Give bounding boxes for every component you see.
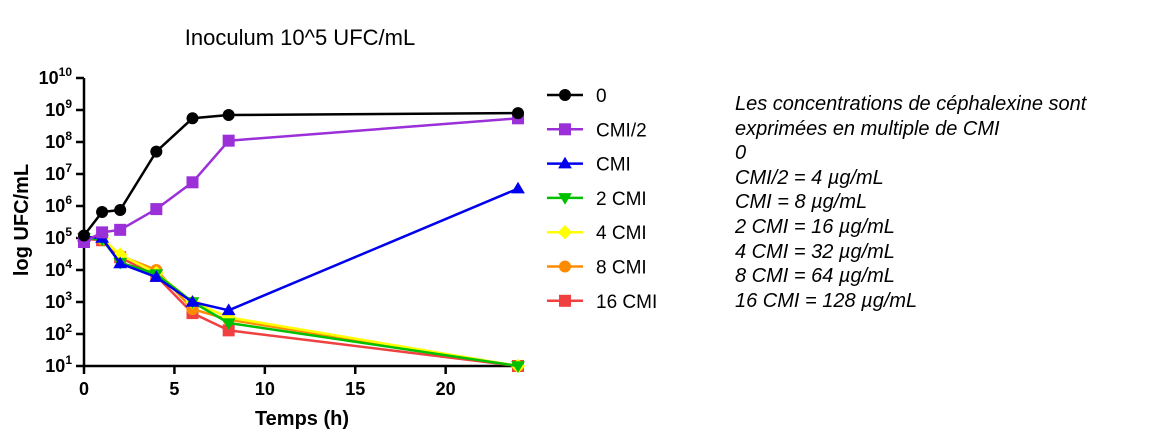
x-tick-label: 0 — [79, 379, 89, 399]
series-line — [83, 235, 519, 368]
note-line: 4 CMI = 32 µg/mL — [735, 240, 895, 263]
legend-item: 0 — [547, 86, 607, 107]
chart-title: Inoculum 10^5 UFC/mL — [185, 25, 415, 50]
legend-label: CMI — [596, 155, 631, 176]
note-line: CMI = 8 µg/mL — [735, 191, 868, 214]
series-layer — [76, 107, 526, 374]
series-16-cmi — [78, 232, 524, 372]
note-line: Les concentrations de céphalexine sont — [735, 93, 1087, 115]
y-tick-label: 104 — [45, 257, 72, 280]
data-point — [221, 303, 236, 316]
x-tick-label: 15 — [345, 379, 365, 399]
data-point — [186, 176, 199, 189]
note-line: exprimées en multiple de CMI — [735, 117, 1000, 140]
note-line: 16 CMI = 128 µg/mL — [735, 289, 918, 312]
legend-label: 4 CMI — [596, 223, 647, 244]
legend-label: 16 CMI — [596, 292, 657, 313]
x-tick-label: 20 — [436, 379, 456, 399]
y-tick-label: 108 — [45, 129, 72, 152]
data-point — [150, 203, 163, 216]
note-line: 0 — [735, 142, 747, 165]
legend-item: 16 CMI — [547, 292, 657, 313]
legend-marker — [558, 156, 572, 169]
legend-marker — [559, 123, 571, 136]
data-point — [114, 203, 127, 216]
data-point — [113, 256, 128, 269]
data-point — [511, 361, 525, 373]
data-point — [222, 324, 235, 337]
series-line — [83, 236, 519, 368]
data-point — [150, 145, 163, 158]
legend-label: 2 CMI — [596, 189, 647, 210]
series-2-cmi — [77, 233, 525, 373]
y-axis-label: log UFC/mL — [11, 164, 33, 276]
note-line: 8 CMI = 64 µg/mL — [735, 265, 895, 288]
legend-item: 4 CMI — [547, 223, 647, 244]
y-tick-label: 1010 — [39, 65, 73, 88]
y-tick-label: 105 — [45, 225, 72, 248]
series-cmi-2 — [78, 112, 524, 248]
legend-item: CMI/2 — [547, 120, 647, 141]
x-axis-label: Temps (h) — [255, 408, 349, 430]
legend-label: 8 CMI — [596, 258, 647, 279]
x-tick-label: 5 — [169, 379, 179, 399]
concentration-notes: Les concentrations de céphalexine sont e… — [735, 92, 1086, 313]
legend-marker — [557, 225, 573, 240]
y-tick-label: 107 — [45, 161, 72, 184]
legend-marker — [558, 193, 572, 205]
data-point — [222, 134, 235, 147]
legend-item: CMI — [547, 155, 631, 176]
legend-item: 2 CMI — [547, 189, 647, 210]
data-point — [114, 223, 127, 236]
legend-label: 0 — [596, 86, 607, 107]
series-line — [83, 187, 519, 312]
data-point — [186, 112, 199, 125]
series-0 — [78, 107, 524, 242]
note-line: CMI/2 = 4 µg/mL — [735, 166, 884, 189]
note-line: 2 CMI = 16 µg/mL — [735, 215, 895, 238]
series-line — [83, 237, 519, 368]
legend-marker — [559, 89, 571, 101]
legend-item: 8 CMI — [547, 258, 647, 279]
x-tick-label: 10 — [255, 379, 275, 399]
data-point — [511, 181, 525, 194]
data-point — [78, 229, 90, 242]
data-point — [222, 108, 235, 121]
data-point — [96, 226, 109, 239]
data-point — [512, 107, 524, 120]
axes: 0 5 10 15 20 101 102 103 104 105 106 107 108 109 1010 — [39, 65, 518, 399]
legend: 0 CMI/2 CMI 2 CMI 4 CMI 8 CMI 16 CMI — [547, 86, 657, 313]
y-tick-label: 106 — [45, 193, 72, 216]
series-8-cmi — [78, 232, 524, 372]
series-4-cmi — [76, 229, 526, 374]
y-tick-label: 103 — [45, 289, 72, 312]
data-point — [96, 205, 109, 218]
series-line — [83, 117, 519, 244]
y-tick-label: 102 — [45, 321, 72, 344]
legend-label: CMI/2 — [596, 120, 647, 141]
y-tick-label: 101 — [45, 353, 72, 376]
legend-marker — [559, 260, 571, 273]
data-point — [185, 295, 200, 307]
data-point — [149, 270, 164, 282]
series-line — [83, 236, 519, 368]
data-point — [221, 318, 236, 330]
series-cmi — [77, 181, 525, 316]
y-tick-label: 109 — [45, 97, 72, 120]
legend-marker — [559, 294, 571, 307]
